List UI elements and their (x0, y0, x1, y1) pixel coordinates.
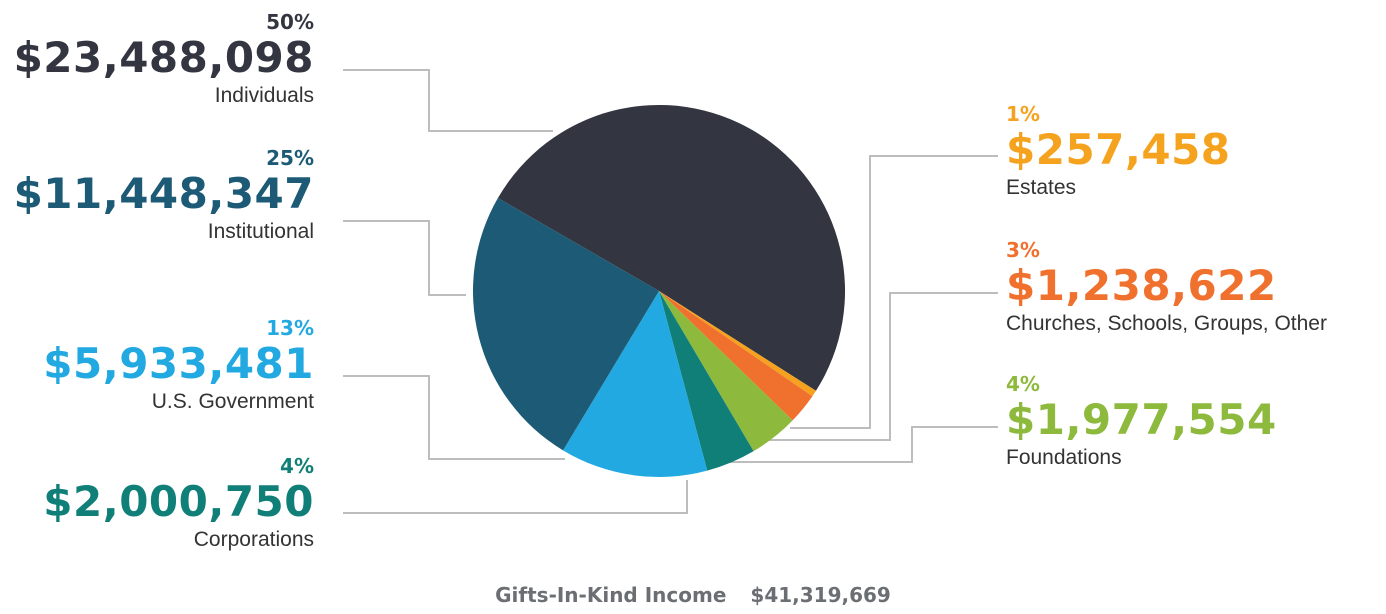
leader-lines (343, 69, 998, 514)
leader-line-individuals (343, 69, 553, 132)
us-government-name: U.S. Government (151, 390, 314, 413)
foundations-amount: $1,977,554 (1006, 395, 1277, 444)
pie-slice-churches-schools-groups-other (659, 291, 813, 421)
churches-amount: $1,238,622 (1006, 261, 1277, 310)
leader-line-institutional (343, 220, 466, 296)
label-individuals: 50% $23,488,098 Individuals (14, 10, 314, 110)
leader-line-us-government (343, 375, 565, 460)
individuals-percent: 50% (266, 10, 314, 34)
label-us-government: 13% $5,933,481 U.S. Government (43, 316, 314, 416)
churches-percent: 3% (1006, 238, 1040, 262)
foundations-percent: 4% (1006, 372, 1040, 396)
leader-line-estates (790, 155, 998, 429)
pie-slice-individuals (497, 104, 846, 391)
label-churches-schools-groups-other: 3% $1,238,622 Churches, Schools, Groups,… (1006, 238, 1327, 338)
estates-name: Estates (1006, 176, 1077, 199)
individuals-name: Individuals (214, 84, 314, 107)
pie-slice-corporations (659, 291, 754, 471)
leader-line-churches (752, 292, 998, 441)
corporations-amount: $2,000,750 (43, 477, 314, 526)
pie-slice-estates (659, 291, 816, 397)
leader-line-corporations (343, 480, 688, 514)
estates-percent: 1% (1006, 102, 1040, 126)
leader-line-foundations (716, 426, 998, 463)
total-footer: Gifts-In-Kind Income $41,319,669 (0, 583, 1386, 607)
label-estates: 1% $257,458 Estates (1006, 102, 1231, 202)
estates-amount: $257,458 (1006, 125, 1231, 174)
us-government-percent: 13% (266, 316, 314, 340)
pie-slice-institutional (472, 198, 659, 451)
label-institutional: 25% $11,448,347 Institutional (14, 146, 314, 246)
pie-slices (472, 104, 846, 477)
institutional-amount: $11,448,347 (13, 169, 314, 218)
individuals-amount: $23,488,098 (13, 33, 314, 82)
pie-slice-u-s-government (563, 291, 708, 477)
churches-name: Churches, Schools, Groups, Other (1006, 312, 1327, 335)
foundations-name: Foundations (1006, 446, 1122, 469)
total-amount: $41,319,669 (750, 583, 891, 607)
corporations-percent: 4% (280, 454, 314, 478)
label-corporations: 4% $2,000,750 Corporations (43, 454, 314, 554)
us-government-amount: $5,933,481 (43, 339, 314, 388)
total-label: Gifts-In-Kind Income (495, 583, 727, 607)
pie-slice-foundations (659, 291, 793, 452)
institutional-name: Institutional (207, 220, 314, 243)
corporations-name: Corporations (193, 528, 314, 551)
institutional-percent: 25% (266, 146, 314, 170)
label-foundations: 4% $1,977,554 Foundations (1006, 372, 1277, 472)
